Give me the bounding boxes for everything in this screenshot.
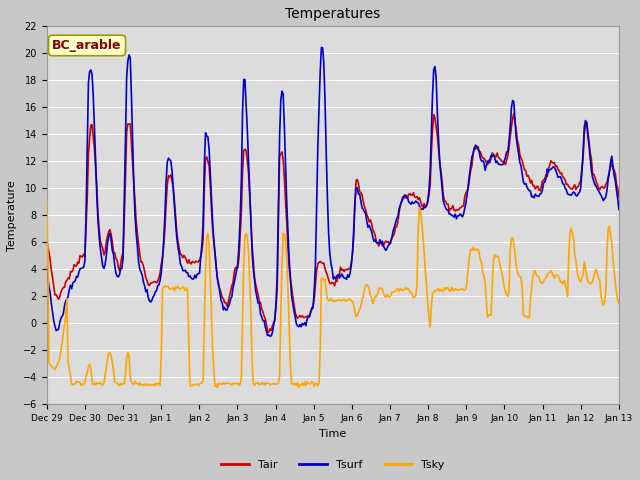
Line: Tsurf: Tsurf	[47, 48, 619, 336]
Tsky	[392, 288, 399, 294]
Tair	[565, 184, 573, 190]
Tsky	[564, 293, 572, 299]
Tsky	[43, 198, 51, 204]
Tsky	[364, 284, 372, 289]
Y-axis label: Temperature: Temperature	[7, 180, 17, 251]
Tsurf	[285, 256, 293, 262]
Tsurf	[466, 171, 474, 177]
Tair	[285, 264, 293, 270]
Tsky	[214, 384, 221, 390]
Tair	[615, 194, 623, 200]
Tsurf	[266, 334, 274, 339]
Tsurf	[221, 304, 228, 310]
Tsurf	[615, 206, 623, 212]
Tair	[510, 111, 518, 117]
Tair	[392, 225, 399, 230]
Legend: Tair, Tsurf, Tsky: Tair, Tsurf, Tsky	[216, 455, 449, 474]
Tsurf	[317, 45, 325, 50]
Tsky	[615, 301, 623, 307]
Text: BC_arable: BC_arable	[52, 39, 122, 52]
Tair	[265, 329, 273, 335]
Line: Tair: Tair	[47, 114, 619, 332]
Tair	[43, 237, 51, 242]
Tair	[465, 185, 472, 191]
Tsurf	[565, 192, 573, 197]
Tsky	[465, 264, 472, 269]
Line: Tsky: Tsky	[47, 201, 619, 387]
Tsky	[222, 380, 230, 386]
Tsurf	[43, 264, 51, 270]
Tsurf	[393, 216, 401, 221]
X-axis label: Time: Time	[319, 429, 346, 439]
Tair	[221, 300, 228, 306]
Tsky	[285, 322, 293, 328]
Title: Temperatures: Temperatures	[285, 7, 380, 21]
Tair	[364, 215, 372, 220]
Tsurf	[365, 222, 373, 228]
